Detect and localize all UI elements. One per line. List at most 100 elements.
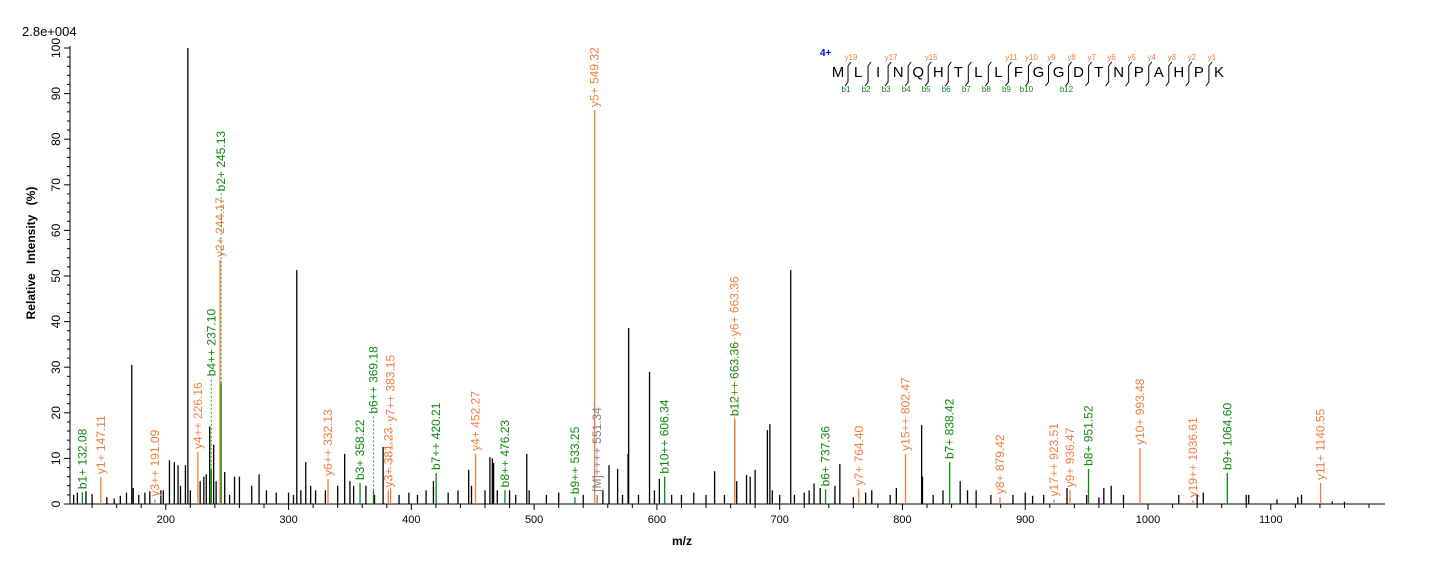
y-ion-label: y8+ 879.42 bbox=[993, 434, 1007, 494]
fragment-break-marker bbox=[1105, 61, 1113, 87]
y-tick-label: 90 bbox=[49, 87, 63, 101]
y-ion-label: y15++ 802.47 bbox=[898, 377, 912, 451]
fragment-break-marker bbox=[924, 61, 932, 87]
sequence-residue: G bbox=[1033, 64, 1045, 81]
x-tick-label: 800 bbox=[893, 514, 911, 526]
y-fragment-label: y2 bbox=[1188, 53, 1197, 62]
y-tick-label: 70 bbox=[49, 178, 63, 192]
y-ion-label: y10+ 993.48 bbox=[1133, 378, 1147, 445]
x-tick-label: 500 bbox=[525, 514, 543, 526]
fragment-break-marker bbox=[1165, 61, 1173, 87]
b-fragment-label: b3 bbox=[882, 85, 891, 94]
m-ion-label: [M]++++ 551.34 bbox=[590, 407, 604, 492]
b-ion-label: b9++ 533.25 bbox=[568, 426, 582, 494]
fragment-break-marker bbox=[1025, 61, 1032, 87]
y-fragment-label: y1 bbox=[1208, 53, 1217, 62]
fragment-break-marker bbox=[1085, 61, 1092, 87]
y-ion-label: y5+ 549.32 bbox=[588, 47, 602, 107]
y-ion-label: y19++ 1036.61 bbox=[1186, 417, 1200, 497]
b-ion-label: b10++ 606.34 bbox=[658, 399, 672, 473]
y-fragment-label: y17 bbox=[885, 53, 898, 62]
fragment-break-marker bbox=[844, 61, 852, 87]
y-ion-label: y17++ 923.51 bbox=[1047, 423, 1061, 497]
fragment-break-marker bbox=[1205, 61, 1213, 87]
y-tick-label: 30 bbox=[49, 360, 63, 374]
y-tick-label: 50 bbox=[49, 269, 63, 283]
y-fragment-label: y10 bbox=[1025, 53, 1038, 62]
fragment-break-marker bbox=[864, 61, 872, 87]
b-ion-label: b1+ 132.08 bbox=[75, 428, 89, 489]
b-ion-label: b9+ 1064.60 bbox=[1220, 403, 1234, 470]
sequence-residue: L bbox=[994, 64, 1002, 81]
fragment-break-marker bbox=[904, 61, 912, 87]
y-tick-label: 40 bbox=[49, 315, 63, 329]
fragment-break-marker bbox=[964, 61, 972, 87]
y-fragment-label: y11 bbox=[1005, 53, 1018, 62]
sequence-residue: D bbox=[1073, 64, 1084, 81]
b-fragment-label: b1 bbox=[842, 85, 851, 94]
sequence-residue: L bbox=[854, 64, 862, 81]
y-fragment-label: y7 bbox=[1087, 53, 1096, 62]
sequence-residue: H bbox=[1173, 64, 1184, 81]
sequence-residue: T bbox=[1094, 64, 1103, 81]
sequence-residue: G bbox=[1053, 64, 1065, 81]
b-fragment-label: b7 bbox=[962, 85, 971, 94]
fragment-break-marker bbox=[1005, 61, 1012, 87]
y-fragment-label: y3 bbox=[1168, 53, 1177, 62]
y-tick-label: 100 bbox=[49, 38, 63, 58]
fragment-break-marker bbox=[1125, 61, 1133, 87]
y-ion-label: y7++ 383.15 bbox=[384, 355, 398, 422]
x-tick-label: 900 bbox=[1016, 514, 1034, 526]
fragment-break-marker bbox=[984, 61, 992, 87]
sequence-residue: H bbox=[933, 64, 944, 81]
x-tick-label: 600 bbox=[648, 514, 666, 526]
sequence-residue: P bbox=[1194, 64, 1204, 81]
x-tick-label: 700 bbox=[771, 514, 789, 526]
y-ion-label: y11+ 1140.55 bbox=[1314, 408, 1328, 480]
b-fragment-label: b8 bbox=[982, 85, 991, 94]
sequence-residue: F bbox=[1014, 64, 1023, 81]
fragment-break-marker bbox=[884, 61, 892, 87]
sequence-residue: K bbox=[1214, 64, 1224, 81]
y-ion-label: y7+ 764.40 bbox=[852, 425, 866, 485]
y-ion-label: y9+ 936.47 bbox=[1063, 427, 1077, 487]
sequence-residue: P bbox=[1134, 64, 1144, 81]
fragment-break-marker bbox=[1045, 61, 1052, 87]
y-fragment-label: y6 bbox=[1107, 53, 1116, 62]
x-tick-label: 300 bbox=[279, 514, 297, 526]
b-ion-label: b2+ 245.13 bbox=[214, 131, 228, 192]
fragment-break-marker bbox=[1185, 61, 1193, 87]
b-fragment-label: b5 bbox=[922, 85, 931, 94]
b-ion-label: b8+ 951.52 bbox=[1082, 405, 1096, 466]
x-tick-label: 1000 bbox=[1136, 514, 1160, 526]
b-fragment-label: b6 bbox=[942, 85, 951, 94]
b-ion-label: b8++ 476.23 bbox=[498, 420, 512, 488]
fragment-break-marker bbox=[1065, 61, 1072, 87]
b-ion-label: b4++ 237.10 bbox=[204, 309, 218, 377]
charge-state-label: 4+ bbox=[820, 48, 832, 59]
y-fragment-label: y19 bbox=[845, 53, 858, 62]
sequence-residue: I bbox=[876, 64, 880, 81]
y-ion-label: y6++ 332.13 bbox=[321, 409, 335, 476]
y-ion-label: y4+ 452.27 bbox=[469, 391, 483, 451]
y-tick-label: 60 bbox=[49, 223, 63, 237]
b-ion-label: b6++ 369.18 bbox=[366, 346, 380, 414]
b-ion-label: b7+ 838.42 bbox=[943, 398, 957, 459]
y-fragment-label: y15 bbox=[925, 53, 938, 62]
sequence-residue: N bbox=[1113, 64, 1124, 81]
sequence-residue: N bbox=[893, 64, 904, 81]
y-ion-label: y3++ 191.09 bbox=[148, 429, 162, 496]
x-tick-label: 1100 bbox=[1259, 514, 1283, 526]
b-fragment-label: b2 bbox=[862, 85, 871, 94]
b-fragment-label: b10 bbox=[1020, 85, 1034, 94]
sequence-residue: M bbox=[832, 64, 845, 81]
y-fragment-label: y9 bbox=[1047, 53, 1056, 62]
x-axis-label: m/z bbox=[672, 534, 693, 548]
y-tick-label: 80 bbox=[49, 132, 63, 146]
fragment-break-marker bbox=[944, 61, 952, 87]
intensity-scale-label: 2.8e+004 bbox=[22, 24, 77, 39]
sequence-residue: T bbox=[954, 64, 963, 81]
b-ion-label: b7++ 420.21 bbox=[429, 402, 443, 470]
y-ion-label: y6+ 663.36 bbox=[728, 276, 742, 336]
